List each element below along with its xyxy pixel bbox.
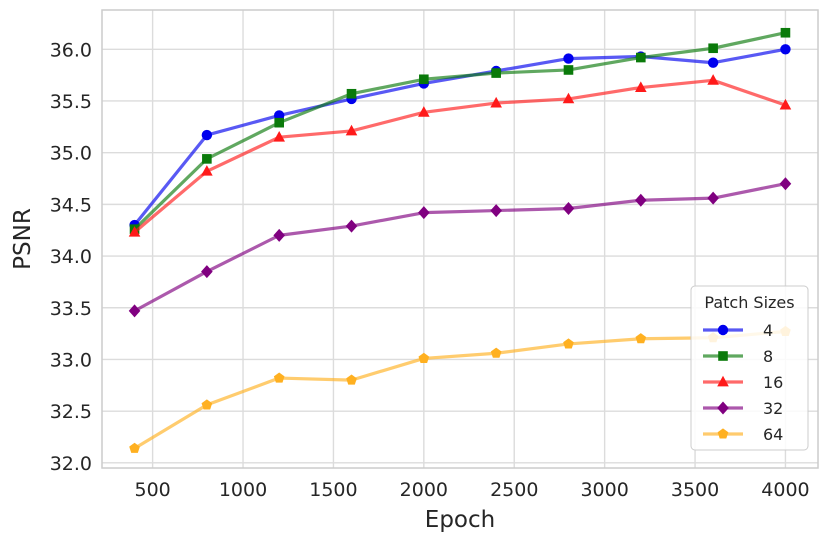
legend-label: 16 (763, 373, 783, 392)
data-point (562, 202, 575, 216)
legend-marker (717, 428, 729, 439)
series-line (133, 182, 786, 313)
legend-label: 4 (763, 321, 773, 340)
data-point (201, 165, 213, 176)
data-point (490, 204, 502, 218)
x-tick-label: 2500 (490, 479, 538, 501)
legend-label: 64 (763, 425, 783, 444)
data-point (707, 74, 719, 85)
legend-marker (717, 324, 729, 336)
series-line (133, 31, 786, 231)
data-point (202, 154, 212, 164)
x-tick-label: 3000 (580, 479, 628, 501)
data-point (780, 44, 791, 55)
data-point (563, 65, 574, 75)
series-line (133, 329, 786, 450)
y-tick-label: 33.5 (50, 298, 92, 320)
data-point (345, 219, 358, 233)
data-point (779, 177, 792, 191)
data-point (273, 130, 285, 142)
data-point (128, 304, 141, 318)
x-tick-labels: 500 1000 1500 2000 2500 3000 3500 4000 (134, 479, 809, 501)
data-point (707, 191, 719, 205)
legend-title: Patch Sizes (704, 293, 794, 312)
legend-items: 4 8 16 32 64 (703, 321, 783, 444)
legend-label: 8 (763, 347, 773, 366)
series-32 (133, 182, 786, 313)
legend-item-16: 16 (703, 373, 783, 392)
y-tick-label: 35.0 (50, 143, 92, 165)
y-axis-title: PSNR (10, 208, 36, 270)
data-point (707, 57, 719, 68)
series-16 (133, 78, 786, 234)
data-point (201, 399, 213, 410)
y-tick-label: 34.0 (50, 246, 92, 268)
x-tick-label: 1000 (219, 479, 267, 501)
y-tick-label: 36.0 (50, 39, 92, 61)
data-point (346, 88, 357, 99)
y-tick-label: 35.5 (50, 91, 92, 113)
series-layer (128, 27, 792, 453)
x-tick-label: 4000 (761, 479, 809, 501)
data-point (129, 442, 140, 453)
x-tick-label: 1500 (309, 479, 357, 501)
data-point (563, 338, 574, 349)
data-point (490, 347, 502, 358)
plot-frame (101, 9, 819, 469)
data-point (779, 98, 792, 110)
series-16-markers (128, 74, 792, 237)
data-point (562, 92, 575, 104)
series-4-markers (129, 44, 791, 231)
data-point (345, 124, 358, 136)
legend: Patch Sizes 4 8 16 32 64 (690, 285, 809, 451)
data-point (780, 27, 791, 38)
series-8 (133, 31, 786, 231)
series-64 (133, 329, 786, 450)
legend-marker (718, 351, 728, 361)
legend-item-32: 32 (703, 399, 783, 418)
y-tick-labels: 32.0 32.5 33.0 33.5 34.0 34.5 35.0 35.5 36.0 (50, 39, 92, 475)
data-point (635, 333, 647, 344)
data-point (491, 68, 501, 78)
data-point (635, 81, 647, 92)
y-tick-label: 34.5 (50, 194, 92, 216)
data-point (418, 352, 430, 363)
data-point (128, 226, 141, 237)
legend-item-8: 8 (703, 347, 773, 366)
data-point (201, 265, 213, 279)
legend-marker (717, 401, 729, 415)
y-tick-label: 32.5 (50, 401, 92, 423)
legend-item-4: 4 (703, 321, 773, 340)
data-point (273, 228, 285, 242)
series-8-markers (129, 27, 791, 234)
data-point (419, 74, 429, 85)
data-point (708, 43, 718, 54)
series-line (133, 78, 786, 234)
x-tick-label: 3500 (671, 479, 719, 501)
legend-marker (717, 375, 729, 387)
data-point (418, 206, 430, 220)
data-point (635, 193, 647, 207)
data-point (201, 129, 213, 141)
x-tick-label: 500 (134, 479, 170, 501)
data-point (490, 96, 502, 108)
x-axis-title: Epoch (425, 507, 495, 533)
data-point (273, 372, 285, 383)
data-point (636, 52, 646, 63)
y-tick-label: 33.0 (50, 349, 92, 371)
legend-item-64: 64 (703, 425, 783, 444)
data-point (274, 117, 284, 128)
y-tick-label: 32.0 (50, 453, 92, 475)
grid (102, 10, 818, 468)
data-point (563, 53, 574, 64)
x-tick-label: 2000 (400, 479, 448, 501)
series-32-markers (128, 177, 792, 318)
data-point (346, 374, 357, 385)
legend-label: 32 (763, 399, 783, 418)
data-point (418, 106, 430, 117)
